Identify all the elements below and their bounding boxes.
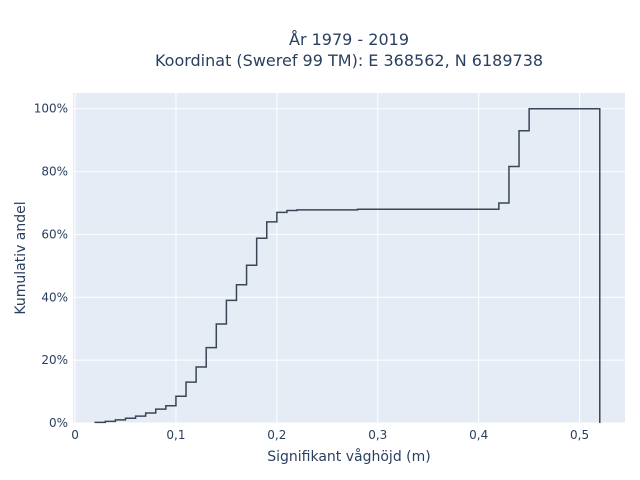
y-tick-label: 0% — [49, 416, 68, 430]
x-axis-title: Signifikant våghöjd (m) — [267, 448, 430, 465]
y-tick-label: 80% — [41, 165, 68, 179]
chart-title-line1: År 1979 - 2019 — [289, 30, 409, 49]
y-tick-label: 60% — [41, 227, 68, 241]
y-tick-label: 40% — [41, 290, 68, 304]
y-tick-label: 20% — [41, 353, 68, 367]
x-tick-label: 0 — [71, 428, 79, 442]
x-tick-label: 0,5 — [570, 428, 589, 442]
x-tick-label: 0,4 — [469, 428, 488, 442]
x-tick-label: 0,3 — [368, 428, 387, 442]
y-axis-title: Kumulativ andel — [13, 201, 29, 314]
y-tick-label: 100% — [34, 102, 68, 116]
chart-title-line2: Koordinat (Sweref 99 TM): E 368562, N 61… — [155, 51, 543, 70]
x-axis-ticks: 0 0,1 0,2 0,3 0,4 0,5 — [71, 428, 589, 442]
x-gridlines — [74, 93, 581, 423]
series-layer — [94, 107, 601, 424]
y-axis-ticks: 0% 20% 40% 60% 80% 100% — [34, 102, 68, 430]
plot-area — [73, 93, 625, 423]
ecdf-step-line — [94, 107, 601, 424]
x-tick-label: 0,1 — [166, 428, 185, 442]
x-tick-label: 0,2 — [267, 428, 286, 442]
